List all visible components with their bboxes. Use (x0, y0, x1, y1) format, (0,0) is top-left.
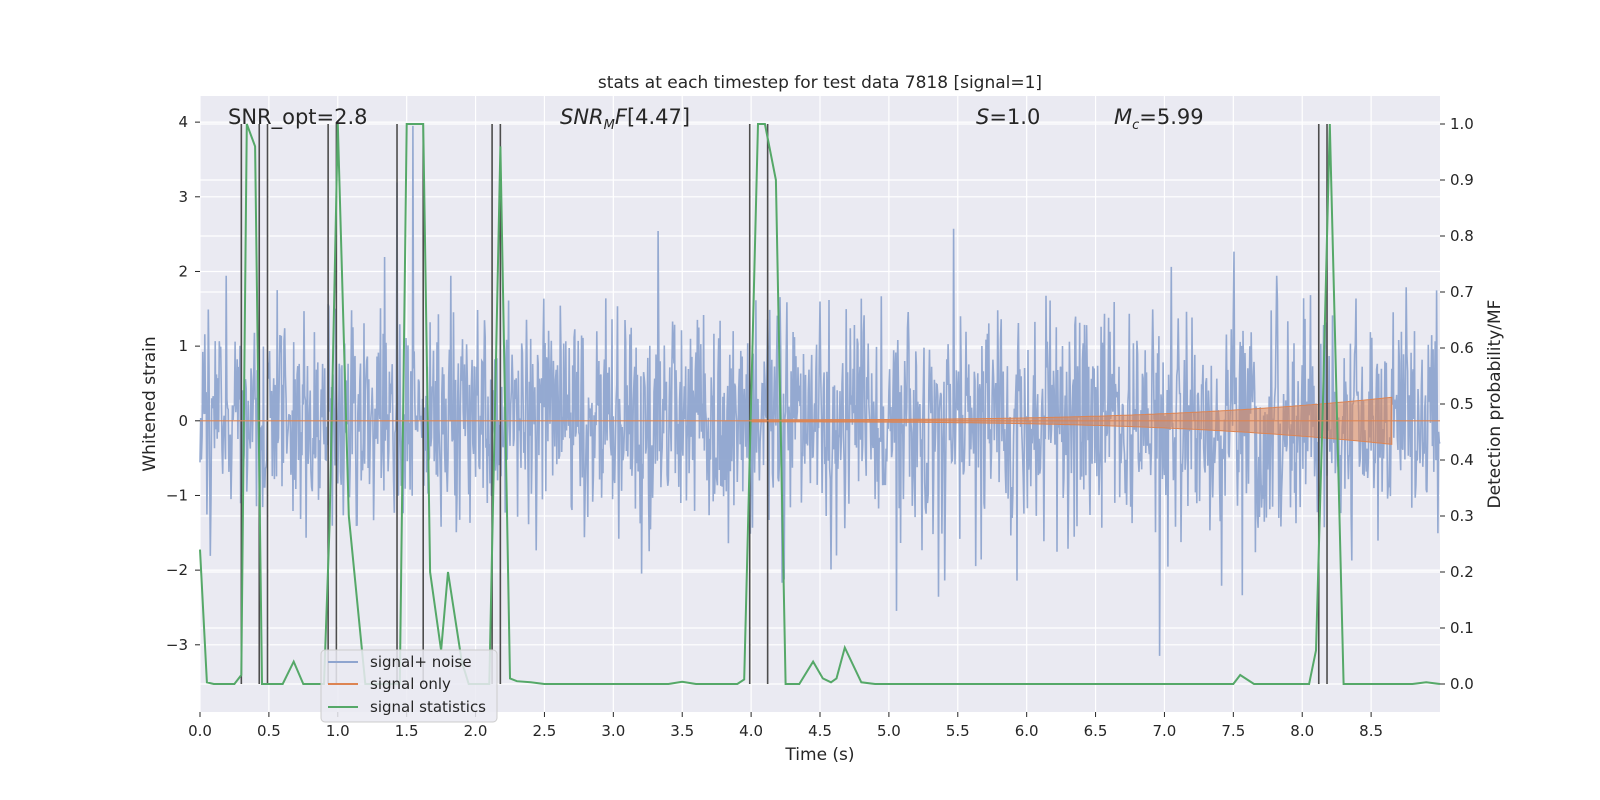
y-left-tick-label: 4 (178, 113, 188, 131)
legend-box (320, 649, 498, 723)
x-axis-label: Time (s) (784, 745, 854, 765)
x-tick-label: 5.5 (946, 722, 970, 740)
chart-title: stats at each timestep for test data 781… (598, 73, 1042, 93)
x-tick-label: 4.0 (739, 722, 763, 740)
y-right-tick-label: 0.4 (1450, 451, 1474, 469)
y-left-tick-label: 3 (178, 188, 188, 206)
x-tick-label: 6.0 (1015, 722, 1039, 740)
x-tick-label: 5.0 (877, 722, 901, 740)
x-tick-label: 2.5 (533, 722, 557, 740)
mc-value: =5.99 (1139, 105, 1203, 129)
legend-label-signal: signal only (370, 675, 451, 693)
x-tick-label: 0.0 (188, 722, 212, 740)
x-tick-label: 1.0 (326, 722, 350, 740)
y-right-tick-label: 0.9 (1450, 171, 1474, 189)
snr-mf-annotation: SNRMF[4.47] (560, 105, 690, 133)
x-tick-label: 8.5 (1359, 722, 1383, 740)
y-axis-left-label: Whitened strain (140, 336, 160, 471)
noise-trace (199, 125, 1441, 656)
y-left-tick-label: −3 (166, 636, 188, 654)
legend: signal+ noise signal only signal statist… (320, 649, 498, 723)
s-value: =1.0 (989, 105, 1040, 129)
snr-opt-annotation: SNR_opt=2.8 (228, 105, 368, 130)
signal-statistics-series (199, 123, 1441, 685)
y-right-tick-label: 0.8 (1450, 227, 1474, 245)
noise-series (199, 125, 1441, 656)
x-tick-label: 3.5 (670, 722, 694, 740)
mc-annotation: Mc=5.99 (1114, 105, 1204, 133)
x-tick-label: 2.0 (464, 722, 488, 740)
y-left-tick-label: −2 (166, 561, 188, 579)
legend-label-stats: signal statistics (370, 698, 486, 716)
x-tick-label: 3.0 (601, 722, 625, 740)
y-right-tick-label: 0.3 (1450, 507, 1474, 525)
y-right-tick-label: 0.7 (1450, 283, 1474, 301)
x-tick-label: 6.5 (1084, 722, 1108, 740)
snr-mf-value: [4.47] (627, 105, 690, 129)
legend-label-noise: signal+ noise (370, 653, 472, 671)
s-annotation: S=1.0 (976, 105, 1040, 129)
y-left-tick-label: 0 (178, 412, 188, 430)
y-right-tick-label: 0.2 (1450, 563, 1474, 581)
y-left-tick-label: 2 (178, 262, 188, 280)
y-left-tick-label: −1 (166, 486, 188, 504)
x-tick-label: 1.5 (395, 722, 419, 740)
y-right-tick-label: 0.6 (1450, 339, 1474, 357)
x-tick-label: 8.0 (1290, 722, 1314, 740)
x-tick-label: 0.5 (257, 722, 281, 740)
x-tick-label: 4.5 (808, 722, 832, 740)
y-axis-right-label: Detection probability/MF (1485, 300, 1505, 509)
axis-ticks: 0.0 0.5 1.0 1.5 2.0 2.5 3.0 3.5 4.0 4.5 5.0 5.5 6.0 6… (166, 113, 1474, 740)
x-tick-label: 7.5 (1221, 722, 1245, 740)
y-right-tick-label: 1.0 (1450, 115, 1474, 133)
y-right-tick-label: 0.5 (1450, 395, 1474, 413)
y-left-tick-label: 1 (178, 337, 188, 355)
x-tick-label: 7.0 (1153, 722, 1177, 740)
y-right-tick-label: 0.0 (1450, 675, 1474, 693)
y-right-tick-label: 0.1 (1450, 619, 1474, 637)
